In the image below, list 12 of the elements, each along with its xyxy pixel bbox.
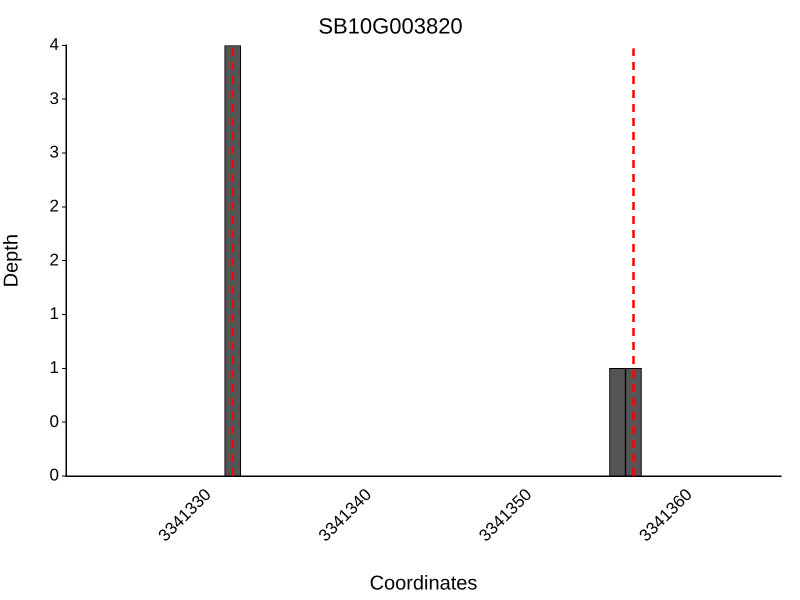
y-tick-label: 0 [50,412,59,431]
y-tick-label: 1 [50,358,59,378]
y-tick-label: 3 [50,142,59,162]
y-tick-label: 2 [50,196,59,216]
y-tick-label: 1 [50,304,59,324]
y-axis-title: Depth [0,234,23,288]
y-tick-label: 3 [50,88,59,108]
y-tick-label: 2 [50,250,59,270]
y-tick-label: 0 [50,466,59,485]
y-tick-label: 4 [50,35,59,54]
x-axis-title: Coordinates [370,572,478,595]
chart-title: SB10G003820 [318,13,463,38]
